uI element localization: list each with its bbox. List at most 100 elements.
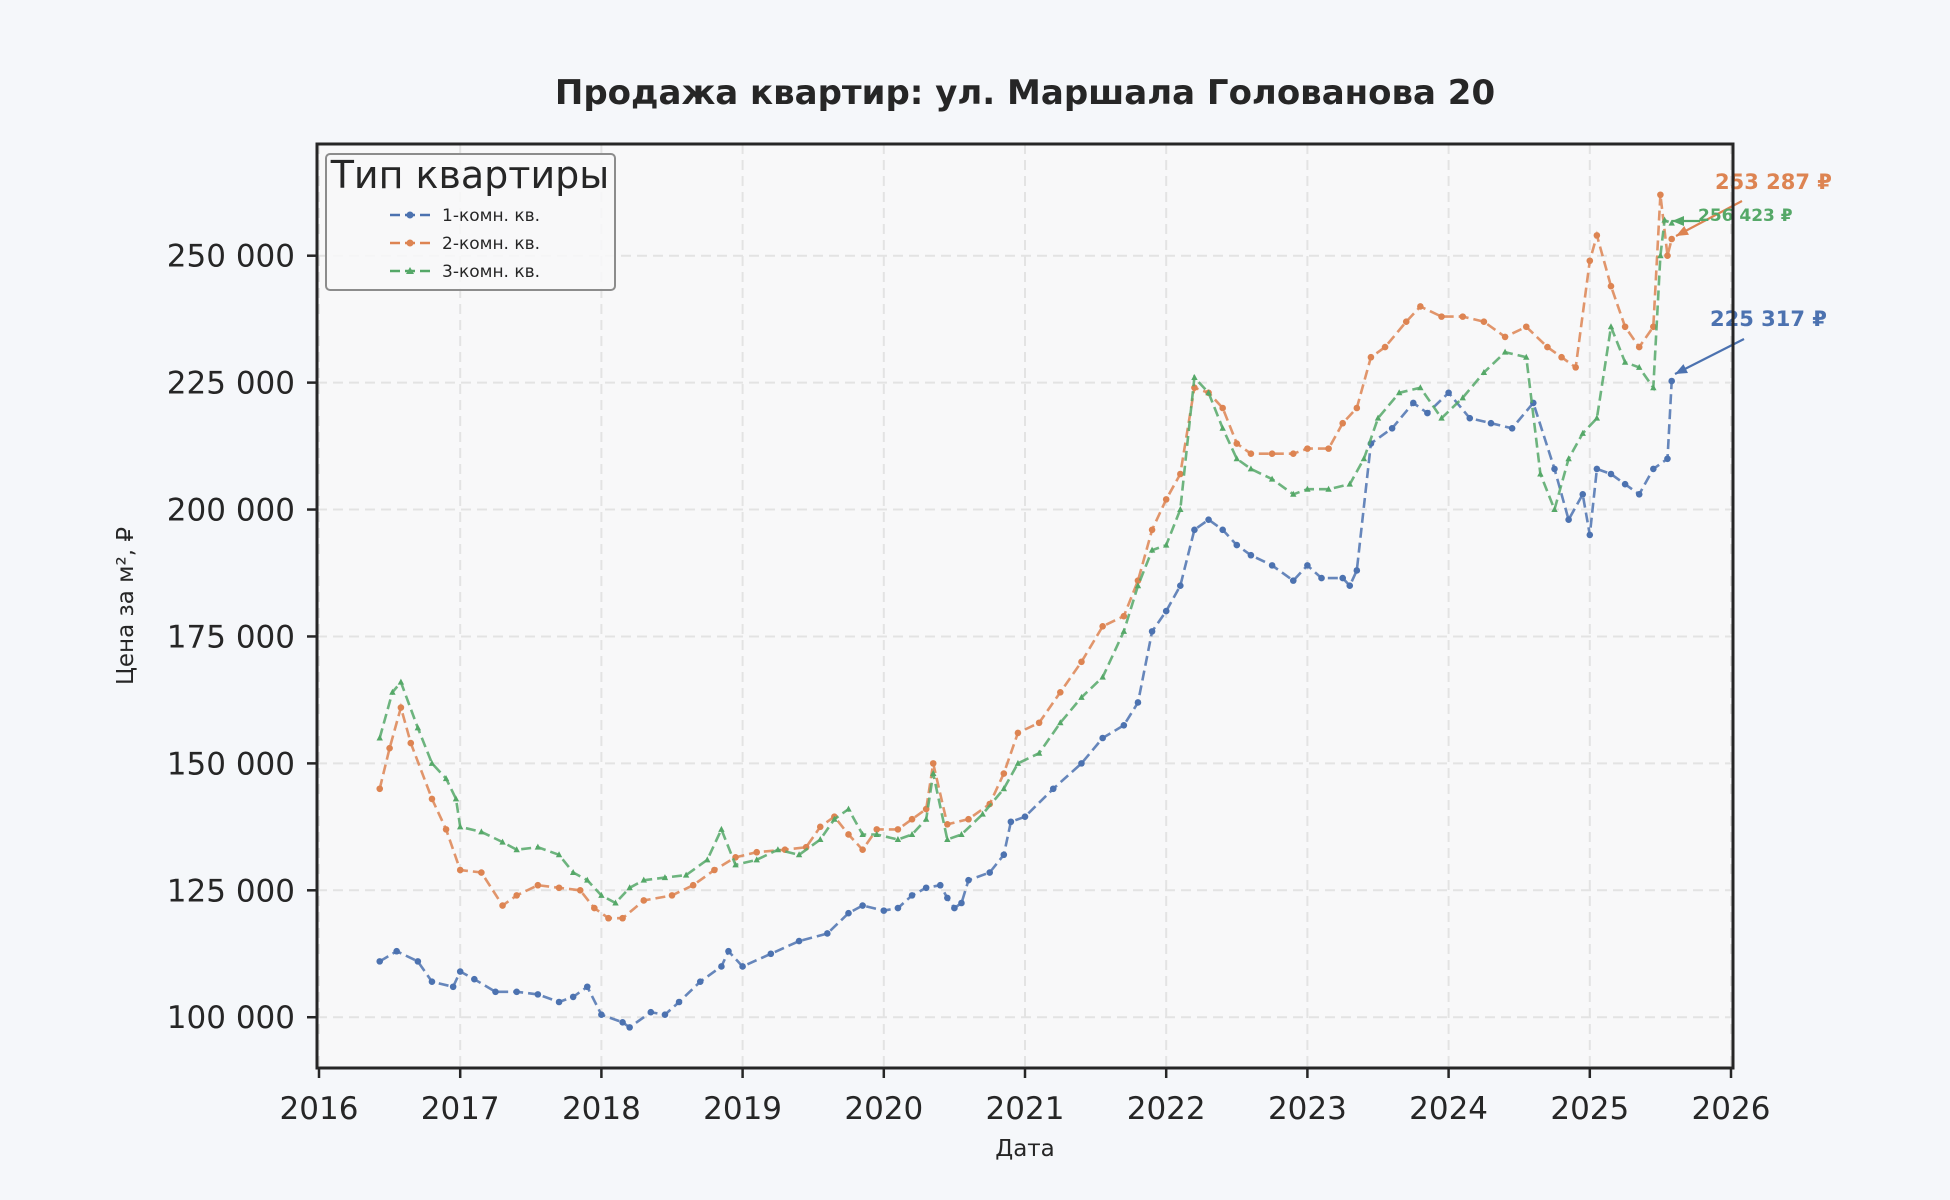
data-point: [1134, 699, 1142, 706]
data-point: [1480, 318, 1488, 325]
data-point: [1268, 562, 1276, 569]
data-point: [414, 724, 422, 731]
x-tick-label: 2019: [703, 1091, 782, 1127]
data-point: [711, 866, 718, 874]
data-point: [397, 704, 405, 711]
data-point: [1014, 729, 1022, 737]
data-point: [1593, 232, 1601, 239]
data-point: [499, 902, 506, 909]
data-point: [965, 876, 972, 884]
data-point: [1325, 445, 1332, 452]
data-point: [661, 874, 669, 881]
data-point: [626, 1024, 633, 1031]
data-point: [1593, 465, 1601, 473]
x-tick-label: 2017: [421, 1091, 500, 1127]
x-tick-label: 2018: [562, 1091, 641, 1127]
data-point: [1635, 491, 1643, 498]
data-point: [1593, 414, 1601, 421]
data-point: [513, 892, 520, 899]
data-point: [598, 891, 605, 898]
data-point: [1657, 191, 1664, 199]
data-point: [605, 914, 612, 922]
data-point: [555, 884, 563, 892]
data-point: [428, 759, 436, 766]
data-point: [873, 830, 880, 837]
data-point: [612, 899, 619, 906]
data-point: [661, 1011, 669, 1018]
data-point: [908, 815, 916, 823]
data-point: [795, 851, 803, 858]
data-point: [824, 930, 831, 937]
x-tick-label: 2023: [1268, 1091, 1347, 1127]
annotation-arrowhead: [1675, 364, 1688, 374]
data-point: [1445, 389, 1452, 397]
data-point: [1650, 323, 1657, 331]
data-point: [1078, 760, 1085, 767]
data-point: [1134, 582, 1142, 589]
data-point: [626, 884, 633, 891]
data-point: [1346, 480, 1353, 487]
data-point: [704, 856, 711, 863]
data-point: [456, 968, 464, 975]
data-point: [1607, 323, 1615, 330]
data-point: [1339, 419, 1346, 427]
data-point: [1523, 353, 1530, 360]
y-tick-label: 175 000: [167, 619, 295, 655]
data-point: [1148, 526, 1156, 534]
data-point: [584, 876, 591, 883]
data-point: [1339, 574, 1346, 582]
data-point: [1162, 496, 1170, 503]
data-point: [958, 899, 965, 907]
data-point: [689, 881, 697, 889]
data-point: [965, 815, 972, 823]
data-point: [1035, 719, 1043, 727]
data-point: [389, 688, 396, 695]
data-point: [1304, 485, 1311, 492]
legend-box: [325, 153, 616, 291]
data-point: [845, 831, 852, 838]
data-point: [1508, 425, 1516, 432]
data-point: [1367, 353, 1375, 361]
data-point: [958, 830, 965, 837]
data-point: [640, 897, 648, 904]
data-point: [1177, 506, 1184, 513]
data-point: [979, 810, 986, 817]
x-tick-label: 2026: [1692, 1091, 1771, 1127]
data-point: [1007, 818, 1015, 826]
x-tick-label: 2016: [280, 1091, 359, 1127]
data-point: [471, 975, 478, 983]
data-point: [922, 815, 930, 822]
data-point: [1635, 343, 1643, 351]
y-axis-label: Цена за м², ₽: [113, 527, 139, 685]
data-point: [922, 805, 930, 813]
data-point: [1374, 414, 1382, 421]
data-point: [1388, 425, 1396, 432]
data-point: [753, 856, 760, 863]
data-point: [859, 902, 866, 909]
data-point: [718, 963, 725, 970]
data-point: [1487, 419, 1495, 427]
y-tick-label: 150 000: [167, 746, 295, 782]
data-point: [859, 830, 866, 837]
data-point: [452, 795, 460, 802]
data-point: [1650, 465, 1657, 473]
data-point: [1021, 813, 1029, 820]
series-1: [376, 377, 1675, 1031]
data-point: [873, 826, 881, 833]
data-point: [1668, 219, 1675, 226]
data-point: [376, 785, 384, 793]
data-point: [1268, 450, 1276, 457]
plot-area: 253 287 ₽256 423 ₽225 317 ₽2016 2017 2018 2…: [167, 142, 1832, 1127]
data-point: [845, 805, 852, 812]
data-point: [739, 963, 746, 970]
data-point: [1537, 470, 1544, 477]
data-point: [1657, 252, 1664, 259]
x-tick-label: 2025: [1550, 1091, 1629, 1127]
data-point: [1621, 358, 1629, 365]
annotation-label: 256 423 ₽: [1698, 206, 1793, 226]
data-point: [1000, 785, 1008, 792]
data-point: [1057, 719, 1064, 726]
data-point: [1565, 516, 1572, 523]
data-point: [456, 866, 464, 874]
